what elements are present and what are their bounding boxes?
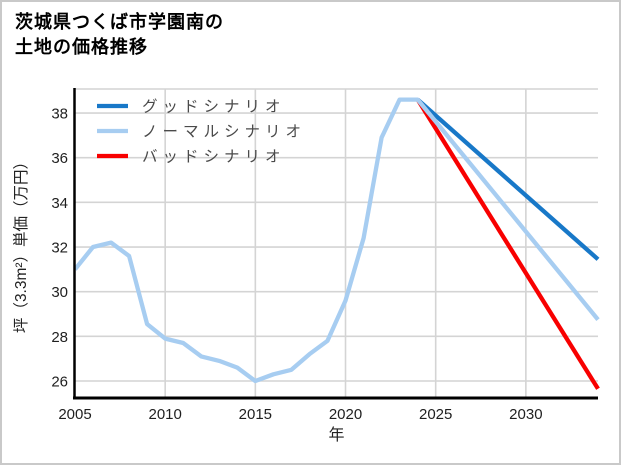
x-tick-label: 2005 [58, 406, 91, 423]
y-tick-label: 32 [51, 240, 68, 257]
legend-label-normal: ノーマルシナリオ [142, 124, 306, 141]
series-line-good [416, 97, 600, 261]
y-tick-label: 38 [51, 106, 68, 123]
y-axis-label: 坪（3.3m²）単価（万円） [12, 154, 30, 333]
x-tick-label: 2020 [329, 406, 362, 423]
axis-labels: 年 坪（3.3m²）単価（万円） [12, 154, 345, 444]
series-line-normal [73, 97, 600, 384]
series-lines [73, 97, 600, 390]
chart-title: 茨城県つくば市学園南の 土地の価格推移 [15, 10, 224, 60]
x-tick-label: 2030 [509, 406, 542, 423]
legend-item-good-scenario: グッドシナリオ [97, 98, 286, 116]
x-tick-label: 2025 [419, 406, 452, 423]
y-tick-label: 36 [51, 150, 68, 167]
chart-title-line1: 茨城県つくば市学園南の [15, 12, 224, 32]
tick-labels: 26 28 30 32 34 36 38 2005 2010 2015 2020 2025 2030 [51, 106, 542, 423]
y-tick-label: 30 [51, 284, 68, 301]
y-tick-label: 26 [51, 374, 68, 391]
legend-label-good: グッドシナリオ [142, 98, 286, 116]
y-tick-label: 34 [51, 195, 68, 212]
legend-item-normal-scenario: ノーマルシナリオ [97, 124, 306, 141]
legend-item-bad-scenario: バッドシナリオ [97, 149, 286, 166]
series-line-bad [415, 98, 600, 390]
y-tick-label: 28 [51, 329, 68, 346]
x-axis-label: 年 [328, 426, 344, 444]
chart-title-line2: 土地の価格推移 [15, 37, 148, 57]
legend-label-bad: バッドシナリオ [142, 149, 286, 166]
x-tick-label: 2010 [148, 406, 181, 423]
x-tick-label: 2015 [239, 406, 272, 423]
axes [73, 88, 598, 400]
